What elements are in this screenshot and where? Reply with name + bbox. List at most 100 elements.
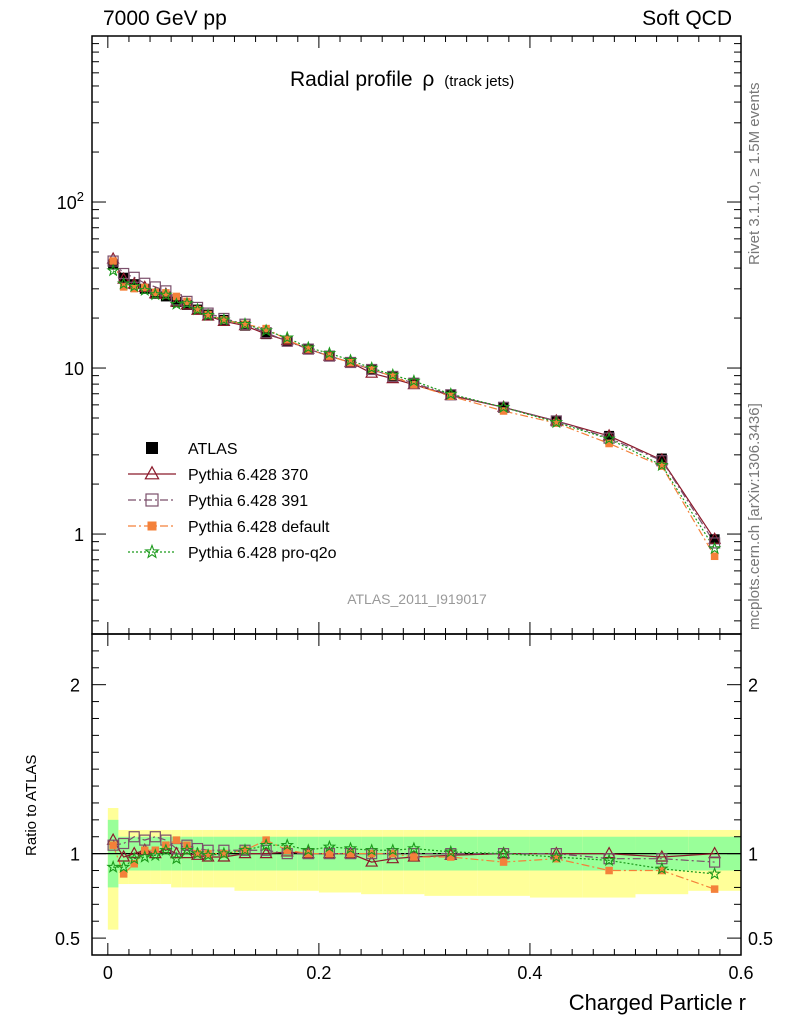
ratio-data-point: [343, 841, 358, 855]
main-data-point: [709, 534, 720, 545]
ratio-data-point: [204, 849, 212, 858]
x-tick-label: 0.2: [306, 963, 331, 983]
ratio-plot-area: [92, 634, 741, 955]
ratio-data-point: [605, 866, 613, 875]
main-data-point: [220, 316, 228, 324]
main-data-point: [410, 380, 418, 389]
ratio-y-tick-label-left: 1: [70, 845, 80, 865]
main-data-point: [141, 283, 149, 292]
main-data-point: [709, 537, 721, 549]
ratio-data-point: [389, 849, 397, 858]
main-data-point: [367, 365, 376, 374]
ratio-data-point: [346, 849, 355, 858]
ratio-data-point: [386, 851, 400, 864]
main-data-point: [148, 287, 163, 301]
main-data-point: [389, 372, 397, 381]
main-data-point: [172, 292, 181, 301]
ratio-data-point: [241, 846, 249, 855]
main-data-point: [658, 462, 666, 470]
main-data-point: [710, 552, 719, 561]
ratio-data-point: [365, 854, 379, 867]
legend: ATLAS Pythia 6.428 370 Pythia 6.428 391 Pyt…: [128, 441, 337, 562]
main-data-point: [238, 317, 252, 331]
ratio-data-point: [410, 853, 418, 861]
main-data-point: [302, 343, 314, 355]
legend-marker: [145, 493, 159, 507]
ratio-data-point: [280, 838, 295, 851]
rivet-version-label: Rivet 3.1.10, ≥ 1.5M events: [746, 82, 763, 266]
ratio-data-point: [655, 849, 669, 862]
legend-marker: [144, 465, 160, 480]
x-tick-label: 0.6: [728, 963, 753, 983]
ratio-data-point: [387, 848, 399, 860]
main-data-point: [301, 340, 316, 354]
main-data-point: [304, 345, 313, 353]
ratio-y-tick-label-left: 0.5: [55, 929, 80, 949]
legend-marker: [144, 543, 160, 559]
main-data-point: [190, 302, 205, 316]
legend-label: Pythia 6.428 default: [188, 519, 330, 536]
header-energy-label: 7000 GeV pp: [103, 7, 227, 30]
legend-label: Pythia 6.428 391: [188, 493, 308, 510]
main-data-point: [366, 363, 378, 376]
ratio-data-point: [444, 844, 458, 858]
main-series-line: [112, 260, 716, 557]
ratio-data-point: [496, 846, 511, 860]
ratio-data-point: [169, 851, 184, 865]
ratio-data-point: [301, 843, 316, 857]
legend-marker: [146, 442, 158, 454]
ratio-data-point: [159, 843, 173, 857]
ratio-data-point: [602, 846, 616, 859]
main-data-point: [259, 323, 273, 337]
series-markers: [106, 251, 722, 893]
ratio-data-point: [137, 849, 152, 863]
main-data-point: [201, 308, 215, 322]
main-data-point: [280, 330, 295, 344]
ratio-plot-background: [92, 634, 741, 955]
main-data-point: [323, 350, 336, 362]
main-y-tick-label: 102: [57, 189, 84, 213]
main-plot-area: [92, 36, 741, 634]
ratio-data-point: [549, 849, 564, 863]
main-data-point: [261, 329, 272, 340]
ratio-data-point: [259, 838, 273, 851]
ratio-data-point: [707, 866, 722, 880]
main-data-point: [407, 373, 421, 387]
main-data-point: [604, 430, 615, 441]
main-data-point: [137, 283, 152, 297]
main-data-point: [262, 324, 270, 333]
main-data-point: [116, 276, 131, 290]
ratio-data-point: [407, 841, 421, 855]
ratio-data-point: [366, 848, 378, 860]
main-data-point: [385, 367, 400, 381]
main-data-point: [655, 458, 669, 472]
ratio-series-line: [113, 836, 715, 863]
ratio-data-point: [127, 846, 141, 859]
x-tick-label: 0.4: [517, 963, 542, 983]
ratio-data-point: [238, 843, 252, 857]
main-data-point: [151, 288, 160, 297]
ratio-series-line: [112, 839, 715, 890]
ratio-data-point: [180, 843, 194, 857]
chart-title-text: Radial profile: [290, 68, 413, 91]
ratio-data-point: [385, 843, 400, 857]
main-data-point: [499, 407, 508, 415]
ratio-data-point: [148, 848, 163, 862]
ratio-data-point: [447, 853, 455, 861]
main-data-point: [344, 356, 357, 369]
main-data-point: [549, 415, 564, 429]
ratio-data-point: [325, 849, 334, 858]
ratio-data-point: [344, 848, 357, 860]
ratio-data-point: [116, 859, 131, 873]
ratio-data-point: [172, 836, 181, 844]
legend-label: Pythia 6.428 370: [188, 467, 308, 484]
mcplots-reference-label: mcplots.cern.ch [arXiv:1306.3436]: [746, 403, 763, 630]
legend-label: Pythia 6.428 pro-q2o: [188, 545, 337, 562]
ratio-data-point: [127, 851, 141, 865]
x-tick-label: 0: [103, 963, 113, 983]
ratio-data-point: [364, 843, 379, 857]
ratio-data-point: [193, 849, 202, 858]
ratio-data-point: [119, 870, 128, 878]
header-category-label: Soft QCD: [642, 7, 732, 30]
